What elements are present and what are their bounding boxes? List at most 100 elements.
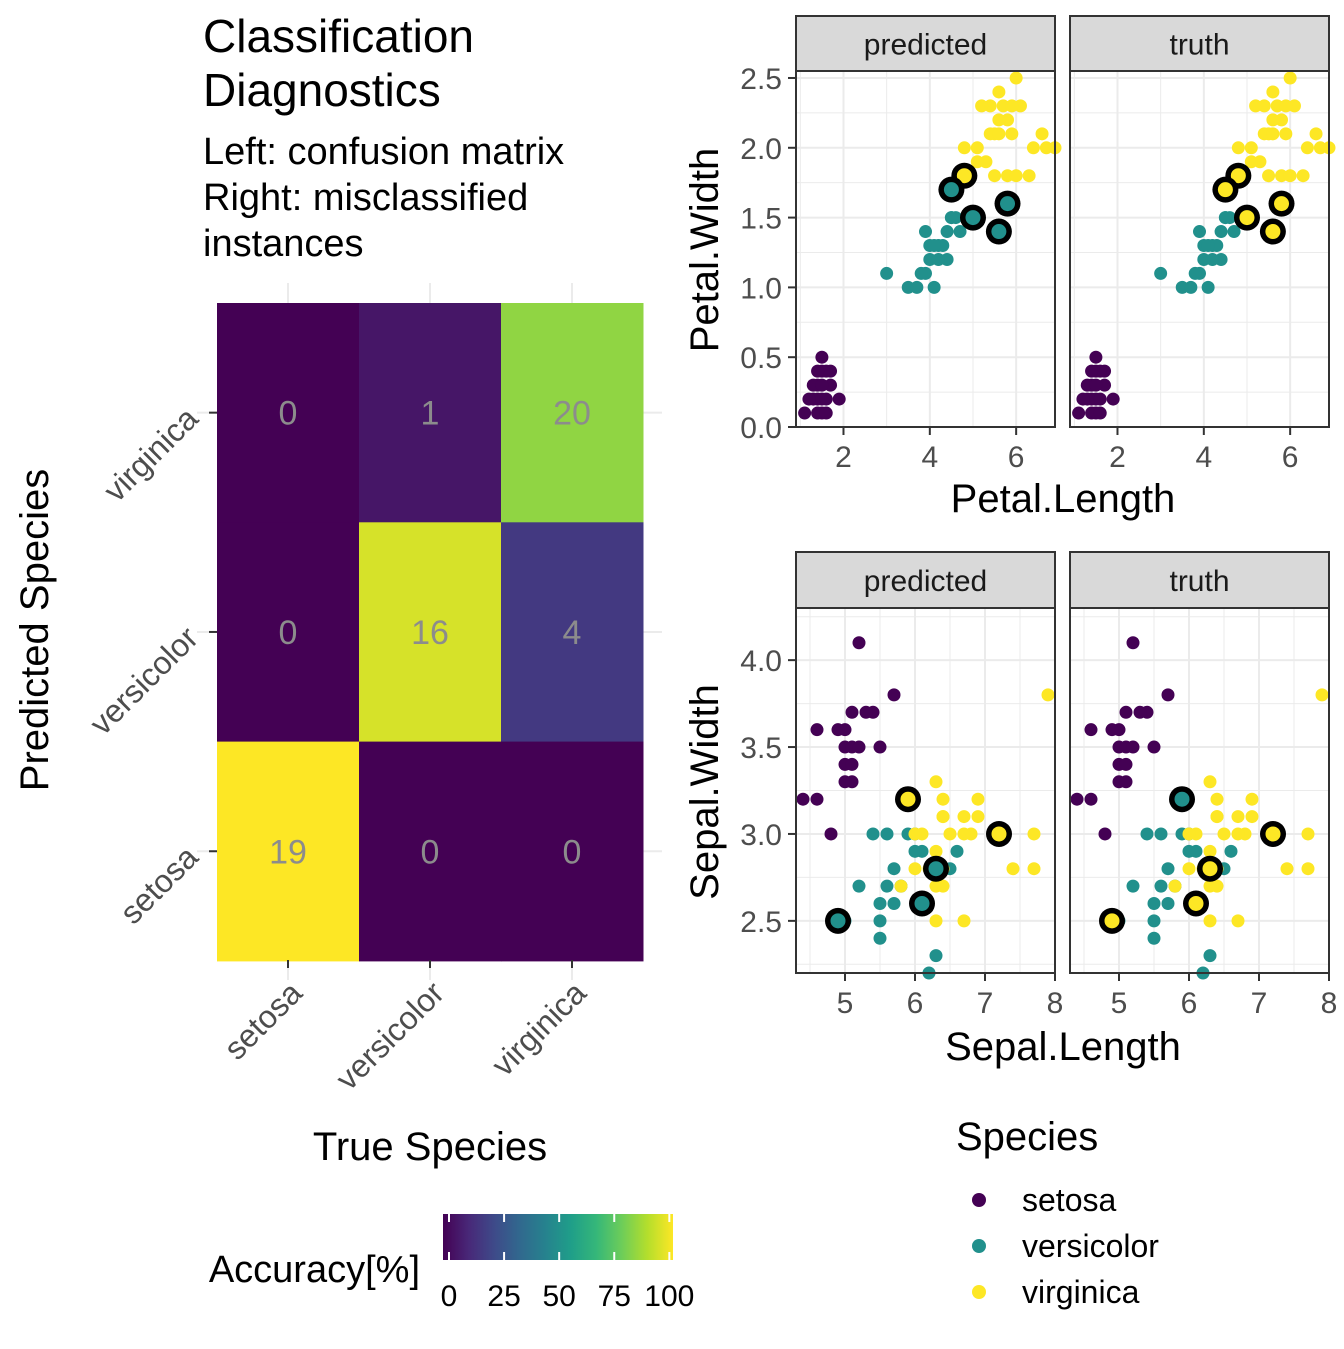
data-point <box>1205 252 1219 266</box>
cm-cell <box>217 303 360 523</box>
data-point <box>1244 141 1258 155</box>
data-point <box>1217 827 1231 841</box>
cm-y-tick-label: setosa <box>113 839 205 931</box>
data-point <box>950 844 964 858</box>
cm-cell <box>359 303 502 523</box>
data-point <box>1093 406 1107 420</box>
sepal-y-axis-title: Sepal.Width <box>683 684 727 900</box>
legend-label-setosa: setosa <box>1022 1182 1116 1218</box>
misclassified-point <box>928 861 944 877</box>
data-point <box>1231 141 1245 155</box>
data-point <box>819 392 833 406</box>
x-tick-label: 8 <box>1321 987 1338 1020</box>
x-tick-label: 2 <box>1109 441 1126 474</box>
x-tick-label: 5 <box>837 987 854 1020</box>
data-point <box>819 406 833 420</box>
colorbar-gradient <box>443 1214 673 1260</box>
data-point <box>1085 364 1099 378</box>
cm-cell <box>501 741 644 962</box>
colorbar-ticks: 0 25 50 75 100 <box>441 1214 694 1313</box>
panel-border <box>795 607 1056 974</box>
title-block: Classification Diagnostics Left: confusi… <box>203 10 564 265</box>
data-point <box>1245 810 1259 824</box>
cm-cell-label: 0 <box>279 395 298 433</box>
data-point <box>929 949 943 963</box>
data-point <box>1005 127 1019 141</box>
data-point <box>1126 879 1140 893</box>
facet-strip-label: predicted <box>864 29 987 62</box>
data-point <box>1009 71 1023 85</box>
data-point <box>845 705 859 719</box>
data-point <box>1201 280 1215 294</box>
x-tick-label: 6 <box>907 987 924 1020</box>
data-point <box>1161 896 1175 910</box>
y-tick-label: 1.0 <box>740 272 782 305</box>
data-point <box>1154 827 1168 841</box>
data-point <box>1182 862 1196 876</box>
misclassified-point <box>1230 168 1246 184</box>
legend-key-setosa <box>972 1193 986 1207</box>
data-point <box>1210 792 1224 806</box>
confusion-matrix: 0 1 200 16 419 0 0 setosa versicolor virginica s… <box>13 283 662 1169</box>
data-point <box>832 392 846 406</box>
colorbar-tick-label: 50 <box>542 1280 575 1313</box>
data-point <box>992 113 1006 127</box>
data-point <box>1309 127 1323 141</box>
data-point <box>1218 211 1232 225</box>
sepal-x-axis-title: Sepal.Length <box>945 1025 1181 1069</box>
misclassified-point <box>1202 861 1218 877</box>
legend-label-virginica: virginica <box>1022 1274 1140 1310</box>
data-point <box>1105 723 1119 737</box>
data-point <box>1227 225 1241 239</box>
scatter-panel-truth: truth 5 6 7 8 <box>1069 551 1338 1020</box>
panel-border <box>1069 70 1330 428</box>
panel-border <box>795 70 1056 428</box>
data-point <box>1203 949 1217 963</box>
data-point <box>970 141 984 155</box>
y-tick-label: 3.0 <box>740 819 782 852</box>
y-tick-label: 2.5 <box>740 63 782 96</box>
data-point <box>975 99 989 113</box>
cm-cell <box>217 741 360 962</box>
data-point <box>887 688 901 702</box>
data-point <box>815 378 829 392</box>
colorbar-tick-label: 75 <box>598 1280 631 1313</box>
data-point <box>914 266 928 280</box>
misclassified-point <box>1000 196 1016 212</box>
data-point <box>1224 844 1238 858</box>
cm-cell-label: 16 <box>411 614 449 652</box>
x-tick-label: 6 <box>1008 441 1025 474</box>
petal-y-axis-title: Petal.Width <box>683 148 727 353</box>
cm-x-tick-label: setosa <box>217 974 309 1066</box>
misclassified-point <box>1265 224 1281 240</box>
misclassified-point <box>830 913 846 929</box>
data-point <box>852 740 866 754</box>
data-point <box>811 364 825 378</box>
data-point <box>1280 862 1294 876</box>
y-tick-label: 3.5 <box>740 732 782 765</box>
data-point <box>1161 688 1175 702</box>
data-point <box>971 810 985 824</box>
data-point <box>957 810 971 824</box>
facet-strip <box>1069 15 1330 72</box>
legend-key-versicolor <box>972 1239 986 1253</box>
data-point <box>1119 757 1133 771</box>
data-point <box>1154 879 1168 893</box>
cm-cell-labels: 0 1 20 0 16 4 19 0 0 <box>269 395 591 872</box>
panel-border <box>1069 607 1330 974</box>
data-point <box>1147 896 1161 910</box>
data-point <box>1231 810 1245 824</box>
misclassified-point <box>900 791 916 807</box>
data-point <box>1201 239 1215 253</box>
data-point <box>929 775 943 789</box>
misclassified-point <box>943 182 959 198</box>
data-point <box>1098 827 1112 841</box>
data-point <box>1106 392 1120 406</box>
misclassified-point <box>991 826 1007 842</box>
data-point <box>1315 688 1329 702</box>
cm-cell-label: 0 <box>279 614 298 652</box>
data-point <box>1154 266 1168 280</box>
data-point <box>936 879 950 893</box>
data-point <box>1009 169 1023 183</box>
